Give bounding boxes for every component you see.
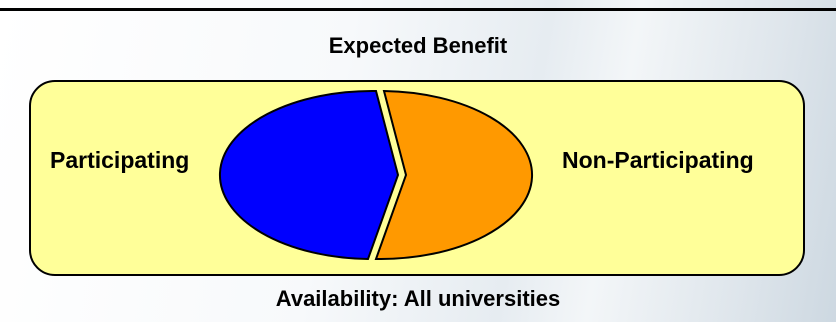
slice-label-non-participating: Non-Participating (562, 147, 754, 173)
slice-label-participating: Participating (50, 147, 190, 173)
footer-caption: Availability: All universities (275, 286, 561, 311)
top-rule (0, 8, 836, 11)
chart-title: Expected Benefit (328, 33, 508, 58)
pie-slice-non-participating (374, 89, 534, 261)
pie-slice-participating (218, 89, 400, 261)
